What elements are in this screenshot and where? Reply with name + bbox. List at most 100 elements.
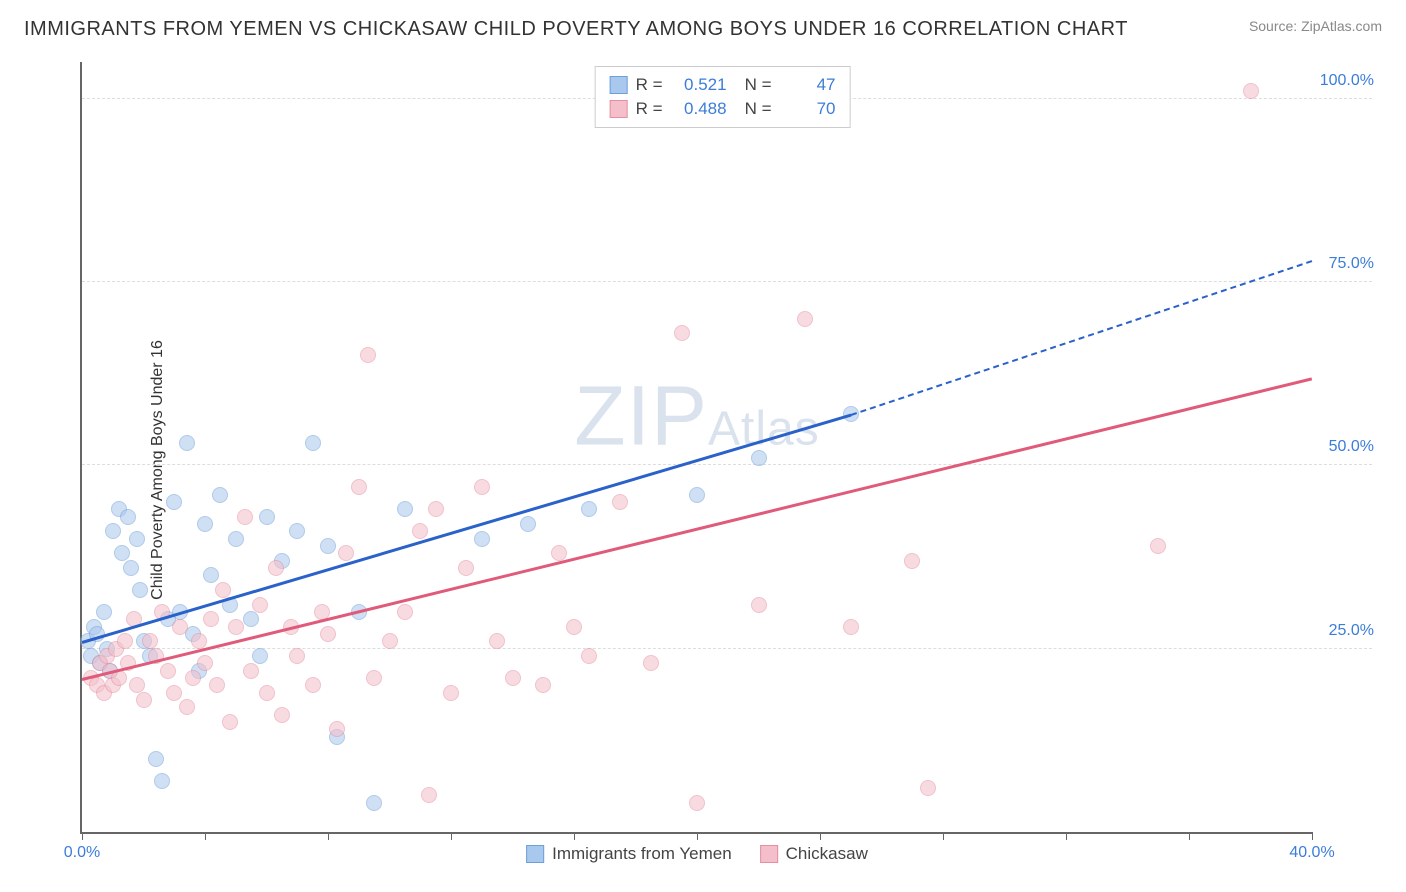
data-point xyxy=(751,597,767,613)
data-point xyxy=(1243,83,1259,99)
data-point xyxy=(166,685,182,701)
data-point xyxy=(689,795,705,811)
data-point xyxy=(443,685,459,701)
gridline xyxy=(82,281,1372,282)
data-point xyxy=(421,787,437,803)
y-tick-label: 100.0% xyxy=(1316,72,1374,90)
data-point xyxy=(129,677,145,693)
trend-line-extrapolated xyxy=(850,260,1312,416)
legend-n-label: N = xyxy=(745,99,772,119)
legend-swatch xyxy=(610,100,628,118)
data-point xyxy=(243,663,259,679)
data-point xyxy=(117,633,133,649)
data-point xyxy=(366,670,382,686)
data-point xyxy=(674,325,690,341)
x-tick xyxy=(1066,832,1067,840)
data-point xyxy=(203,567,219,583)
chart-container: Child Poverty Among Boys Under 16 ZIPAtl… xyxy=(24,56,1382,884)
data-point xyxy=(904,553,920,569)
data-point xyxy=(289,648,305,664)
data-point xyxy=(268,560,284,576)
data-point xyxy=(212,487,228,503)
data-point xyxy=(320,626,336,642)
data-point xyxy=(120,509,136,525)
data-point xyxy=(197,655,213,671)
data-point xyxy=(172,619,188,635)
data-point xyxy=(566,619,582,635)
legend-swatch xyxy=(760,845,778,863)
x-tick xyxy=(820,832,821,840)
data-point xyxy=(237,509,253,525)
data-point xyxy=(154,773,170,789)
data-point xyxy=(474,479,490,495)
data-point xyxy=(581,501,597,517)
legend-series-label: Immigrants from Yemen xyxy=(552,844,732,864)
data-point xyxy=(197,516,213,532)
plot-area: ZIPAtlas R =0.521N =47R =0.488N =70 Immi… xyxy=(80,62,1312,834)
data-point xyxy=(397,604,413,620)
chart-title: IMMIGRANTS FROM YEMEN VS CHICKASAW CHILD… xyxy=(24,18,1128,41)
data-point xyxy=(581,648,597,664)
legend-series-item: Chickasaw xyxy=(760,844,868,864)
legend-swatch xyxy=(526,845,544,863)
watermark-prefix: ZIP xyxy=(574,369,708,463)
data-point xyxy=(797,311,813,327)
legend-n-value: 47 xyxy=(780,75,836,95)
legend-series-item: Immigrants from Yemen xyxy=(526,844,732,864)
x-tick-label: 0.0% xyxy=(64,844,100,862)
legend-series-label: Chickasaw xyxy=(786,844,868,864)
x-tick xyxy=(943,832,944,840)
data-point xyxy=(382,633,398,649)
data-point xyxy=(114,545,130,561)
source-label: Source: ZipAtlas.com xyxy=(1249,18,1382,34)
x-tick xyxy=(328,832,329,840)
legend-r-label: R = xyxy=(636,99,663,119)
legend-r-label: R = xyxy=(636,75,663,95)
data-point xyxy=(215,582,231,598)
legend-series: Immigrants from Yemen Chickasaw xyxy=(526,844,868,864)
data-point xyxy=(751,450,767,466)
data-point xyxy=(259,685,275,701)
data-point xyxy=(105,523,121,539)
legend-r-value: 0.488 xyxy=(671,99,727,119)
legend-n-value: 70 xyxy=(780,99,836,119)
legend-n-label: N = xyxy=(745,75,772,95)
data-point xyxy=(228,619,244,635)
data-point xyxy=(129,531,145,547)
data-point xyxy=(148,751,164,767)
data-point xyxy=(505,670,521,686)
data-point xyxy=(222,714,238,730)
data-point xyxy=(259,509,275,525)
data-point xyxy=(458,560,474,576)
legend-r-value: 0.521 xyxy=(671,75,727,95)
data-point xyxy=(329,721,345,737)
x-tick xyxy=(205,832,206,840)
data-point xyxy=(123,560,139,576)
y-tick-label: 50.0% xyxy=(1316,438,1374,456)
data-point xyxy=(305,677,321,693)
data-point xyxy=(160,663,176,679)
x-tick-label: 40.0% xyxy=(1289,844,1334,862)
data-point xyxy=(203,611,219,627)
data-point xyxy=(489,633,505,649)
legend-swatch xyxy=(610,76,628,94)
data-point xyxy=(351,479,367,495)
data-point xyxy=(142,633,158,649)
data-point xyxy=(252,597,268,613)
data-point xyxy=(305,435,321,451)
data-point xyxy=(209,677,225,693)
data-point xyxy=(179,435,195,451)
x-tick xyxy=(574,832,575,840)
data-point xyxy=(428,501,444,517)
data-point xyxy=(843,619,859,635)
data-point xyxy=(360,347,376,363)
y-tick-label: 25.0% xyxy=(1316,622,1374,640)
data-point xyxy=(535,677,551,693)
data-point xyxy=(920,780,936,796)
data-point xyxy=(612,494,628,510)
data-point xyxy=(474,531,490,547)
x-tick xyxy=(82,832,83,840)
data-point xyxy=(252,648,268,664)
data-point xyxy=(228,531,244,547)
data-point xyxy=(166,494,182,510)
